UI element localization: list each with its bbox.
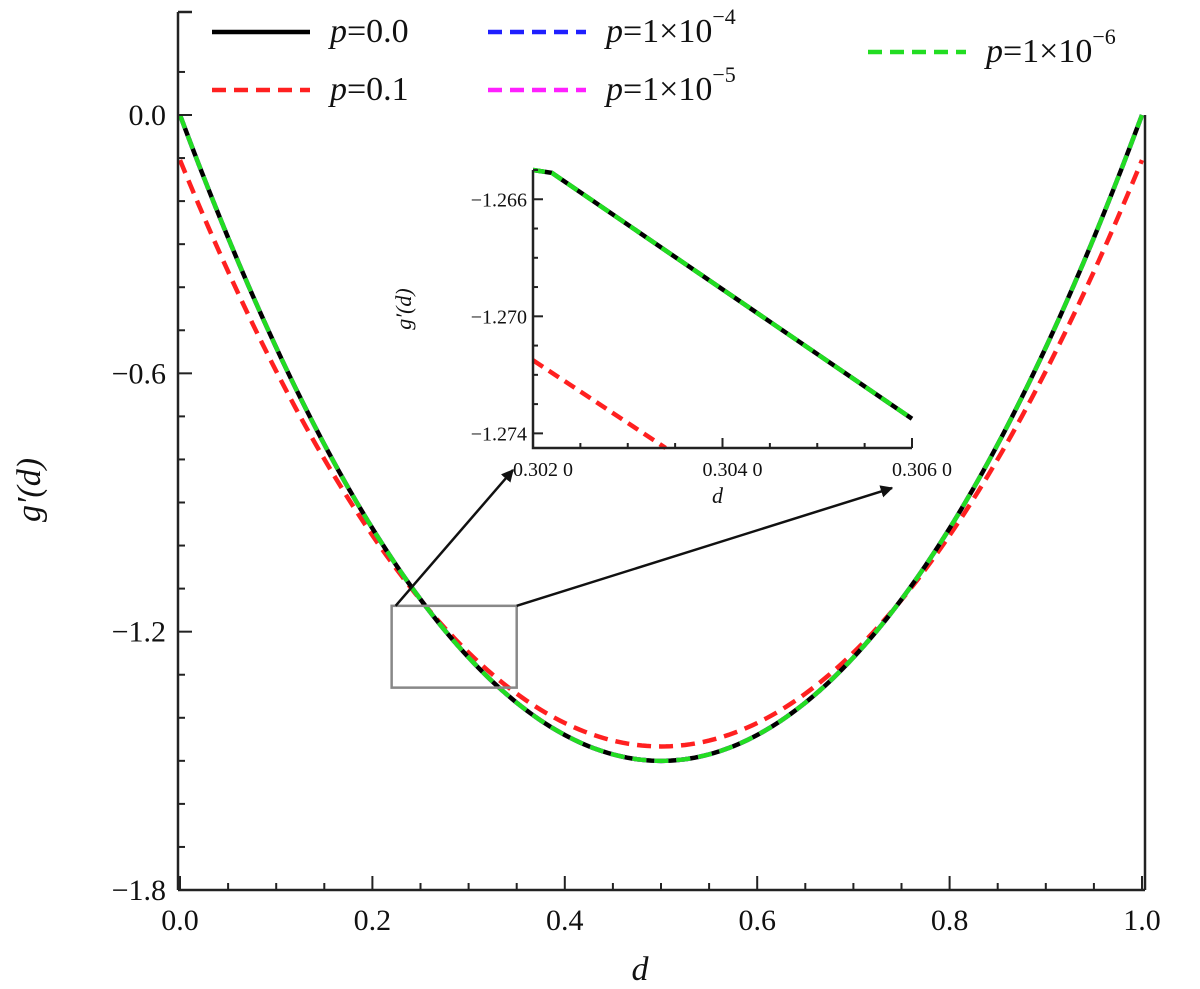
inset-y-tick-label: −1.270 (471, 306, 527, 328)
zoom-indicator (390, 469, 894, 689)
x-tick-label: 0.8 (931, 904, 969, 937)
y-tick-label: 0.0 (129, 99, 167, 132)
inset-y-axis-label: g′(d) (391, 288, 416, 329)
y-tick-label: −1.2 (112, 616, 166, 649)
inset-x-tick-label: 0.304 0 (703, 459, 763, 481)
series-line-p-0-0 (177, 114, 1145, 764)
legend: p=0.0 p=0.1 p=1×10−4 p=1×10−5 p=1×10−6 (212, 4, 1116, 108)
legend-item-p-1-10: p=1×10−6 (868, 24, 1116, 70)
legend-label: p=0.1 (328, 71, 409, 108)
zoom-arrow-right (516, 485, 894, 608)
legend-label: p=1×10−4 (604, 4, 736, 50)
x-tick-label: 0.6 (738, 904, 776, 937)
zoom-box (390, 604, 518, 689)
series-line-p-1-10 (177, 114, 1145, 764)
series-line-p-1-10 (177, 114, 1145, 764)
inset-y-tick-label: −1.274 (471, 423, 527, 445)
series-line-p-0-1 (177, 159, 1145, 749)
x-tick-label: 1.0 (1123, 904, 1161, 937)
inset-plot: 0.302 0 0.304 0 0.306 0 −1.266 −1.270 −1.274 d… (391, 167, 952, 508)
y-axis-label: g′(d) (11, 458, 48, 522)
legend-item-p-1-10: p=1×10−5 (488, 62, 736, 108)
x-tick-label: 0.2 (354, 904, 392, 937)
main-ticks: 0.0 0.2 0.4 0.6 0.8 1.0 0.0 −0.6 −1.2 −1.8 (112, 70, 1161, 937)
inset-series-line-p-0-1 (531, 358, 667, 450)
main-curves (177, 114, 1145, 764)
inset-y-tick-label: −1.266 (471, 189, 527, 211)
zoom-arrow-left (394, 469, 514, 607)
inset-x-tick-label: 0.306 0 (892, 459, 952, 481)
series-line-p-1-10 (177, 114, 1145, 764)
x-tick-label: 0.4 (546, 904, 584, 937)
inset-axes (531, 170, 912, 450)
legend-label: p=1×10−6 (984, 24, 1116, 70)
inset-x-tick-label: 0.302 0 (513, 459, 573, 481)
main-plot: 0.0 0.2 0.4 0.6 0.8 1.0 0.0 −0.6 −1.2 −1.8 (112, 10, 1161, 937)
y-tick-label: −1.8 (112, 874, 166, 907)
inset-series-line-p-1-10 (532, 167, 914, 421)
legend-label: p=0.0 (328, 13, 409, 50)
legend-label: p=1×10−5 (604, 62, 736, 108)
x-axis-label: d (632, 951, 650, 988)
legend-item-p-0-0: p=0.0 (212, 13, 409, 50)
y-tick-label: −0.6 (112, 357, 166, 390)
legend-item-p-1-10: p=1×10−4 (488, 4, 736, 50)
x-tick-label: 0.0 (161, 904, 199, 937)
inset-x-axis-label: d (712, 483, 724, 508)
legend-item-p-0-1: p=0.1 (212, 71, 409, 108)
